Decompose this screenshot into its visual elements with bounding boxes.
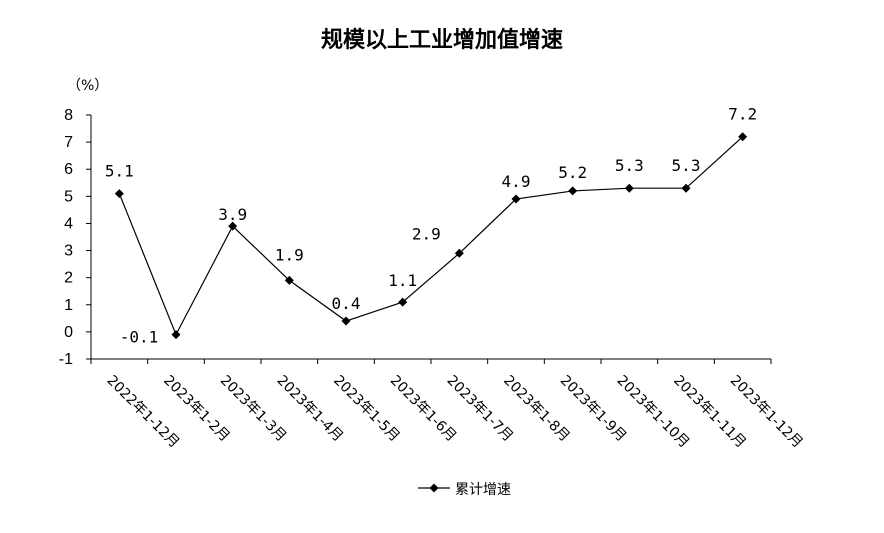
data-label: 3.9 (218, 205, 247, 224)
series-markers (114, 132, 748, 340)
data-labels: 5.1 -0.1 3.9 1.9 0.4 1.1 2.9 4.9 5.2 5.3 5.3 7.2 (105, 105, 757, 347)
data-label: -0.1 (120, 328, 159, 347)
chart-title: 规模以上工业增加值增速 (320, 27, 563, 53)
data-point-marker (624, 183, 634, 193)
y-tick-label: 7 (64, 134, 73, 151)
data-point-marker (284, 275, 294, 285)
data-label: 7.2 (728, 105, 757, 124)
data-label: 5.3 (672, 156, 701, 175)
y-tick-label: -1 (59, 351, 73, 368)
y-tick-label: 4 (64, 215, 73, 232)
y-tick-label: 0 (64, 324, 73, 341)
legend-marker (429, 483, 439, 493)
y-tick-label: 1 (64, 297, 73, 314)
legend-label: 累计增速 (455, 482, 511, 498)
data-label: 4.9 (502, 172, 531, 191)
axes: -1012345678（%）2022年1-12月2023年1-2月2023年1-… (59, 78, 806, 451)
data-point-marker (681, 183, 691, 193)
data-point-marker (568, 186, 578, 196)
data-point-marker (114, 189, 124, 199)
data-label: 5.2 (558, 163, 587, 182)
y-axis-unit-label: （%） (67, 78, 108, 94)
data-label: 5.3 (615, 156, 644, 175)
y-tick-label: 6 (64, 161, 73, 178)
data-point-marker (398, 297, 408, 307)
data-point-marker (511, 194, 521, 204)
data-label: 1.9 (275, 245, 304, 264)
data-point-marker (341, 316, 351, 326)
data-point-marker (738, 132, 748, 142)
y-tick-label: 3 (64, 243, 73, 260)
y-tick-label: 2 (64, 270, 73, 287)
data-label: 5.1 (105, 162, 134, 181)
series-line-layer (118, 136, 744, 337)
data-point-marker (454, 248, 464, 258)
data-point-marker (171, 330, 181, 340)
data-label: 0.4 (332, 294, 361, 313)
y-tick-label: 5 (64, 188, 73, 205)
data-label: 1.1 (388, 271, 417, 290)
y-tick-label: 8 (64, 107, 73, 124)
data-label: 2.9 (412, 224, 441, 243)
data-point-marker (228, 221, 238, 231)
series-line (118, 136, 744, 337)
legend: 累计增速 (418, 482, 511, 498)
